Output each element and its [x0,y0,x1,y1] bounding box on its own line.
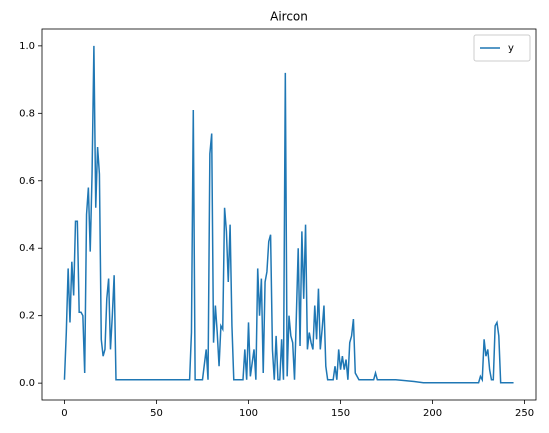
y-tick-label: 0.4 [19,243,35,254]
legend-label: y [508,43,514,54]
x-tick-label: 0 [61,408,67,419]
y-tick-label: 0.8 [19,108,35,119]
x-tick-label: 50 [150,408,163,419]
x-tick-label: 100 [239,408,258,419]
legend-box [473,34,531,62]
y-tick-label: 0.2 [19,311,35,322]
x-tick-label: 250 [515,408,534,419]
x-tick-label: 200 [423,408,442,419]
plot-frame [41,28,537,401]
y-tick-label: 1.0 [19,41,35,52]
x-tick-label: 150 [331,408,350,419]
y-tick-label: 0.6 [19,176,35,187]
line [63,45,514,384]
chart-title: Aircon [270,10,308,24]
y-tick-label: 0.0 [19,378,35,389]
